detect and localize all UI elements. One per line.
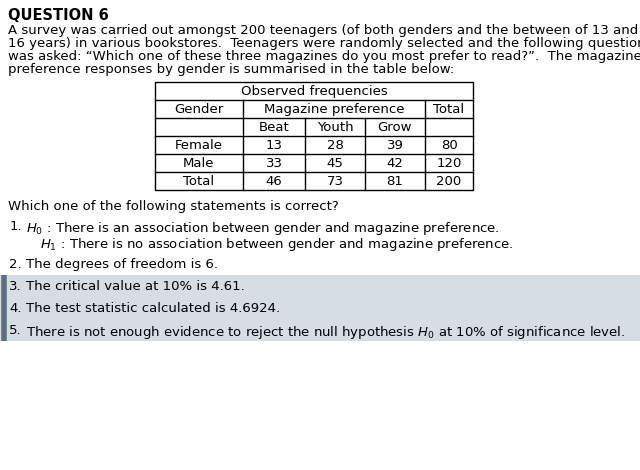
Text: was asked: “Which one of these three magazines do you most prefer to read?”.  Th: was asked: “Which one of these three mag… [8,50,640,63]
Text: There is not enough evidence to reject the null hypothesis $H_0$ at 10% of signi: There is not enough evidence to reject t… [26,324,625,341]
Text: QUESTION 6: QUESTION 6 [8,8,109,23]
Text: 200: 200 [436,175,461,188]
Text: 3.: 3. [10,280,22,293]
Text: 81: 81 [387,175,403,188]
Text: $H_1$ : There is no association between gender and magazine preference.: $H_1$ : There is no association between … [40,236,513,253]
Text: 1.: 1. [10,220,22,233]
Text: Female: Female [175,139,223,152]
Text: 28: 28 [326,139,344,152]
Text: The test statistic calculated is 4.6924.: The test statistic calculated is 4.6924. [26,302,280,315]
Text: 73: 73 [326,175,344,188]
Text: Gender: Gender [174,103,223,116]
Text: 33: 33 [266,157,282,170]
Text: Observed frequencies: Observed frequencies [241,85,387,98]
Text: Magazine preference: Magazine preference [264,103,404,116]
Text: $H_0$ : There is an association between gender and magazine preference.: $H_0$ : There is an association between … [26,220,500,237]
Text: Beat: Beat [259,121,289,134]
Text: 16 years) in various bookstores.  Teenagers were randomly selected and the follo: 16 years) in various bookstores. Teenage… [8,37,640,50]
Text: 46: 46 [266,175,282,188]
Text: Total: Total [184,175,214,188]
Bar [0,297,640,319]
Text: The critical value at 10% is 4.61.: The critical value at 10% is 4.61. [26,280,244,293]
Text: 13: 13 [266,139,282,152]
Text: 4.: 4. [10,302,22,315]
Bar [155,82,473,190]
Bar [0,275,640,297]
Text: 45: 45 [326,157,344,170]
Text: The degrees of freedom is 6.: The degrees of freedom is 6. [26,258,218,271]
Text: Which one of the following statements is correct?: Which one of the following statements is… [8,200,339,213]
Text: 2.: 2. [10,258,22,271]
Text: 120: 120 [436,157,461,170]
Text: Male: Male [183,157,215,170]
Bar [0,319,640,341]
Text: 39: 39 [387,139,403,152]
Text: 80: 80 [440,139,458,152]
Text: Total: Total [433,103,465,116]
Text: preference responses by gender is summarised in the table below:: preference responses by gender is summar… [8,63,454,76]
Text: A survey was carried out amongst 200 teenagers (of both genders and the between : A survey was carried out amongst 200 tee… [8,24,638,37]
Text: Youth: Youth [317,121,353,134]
Text: 5.: 5. [10,324,22,337]
Text: 42: 42 [387,157,403,170]
Text: Grow: Grow [378,121,412,134]
